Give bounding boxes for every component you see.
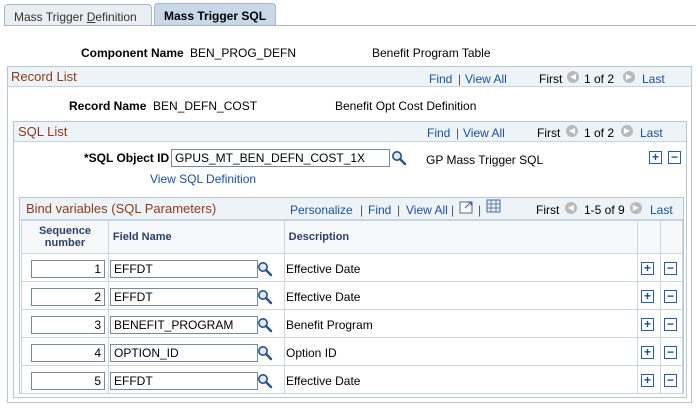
sequence-number-input[interactable]: 3 bbox=[31, 316, 105, 334]
sql-list-view-all-link[interactable]: View All bbox=[463, 126, 505, 140]
magnifier-icon[interactable] bbox=[257, 373, 273, 389]
delete-row-button[interactable]: − bbox=[664, 290, 677, 303]
right-arrow-icon[interactable]: ▶ bbox=[623, 71, 635, 83]
bind-grid-header bbox=[20, 198, 683, 220]
field-name-header: Field Name bbox=[107, 220, 285, 254]
add-row-button[interactable]: + bbox=[641, 374, 654, 387]
field-name-input[interactable]: EFFDT bbox=[110, 372, 258, 390]
bind-grid-find-link[interactable]: Find bbox=[368, 203, 392, 217]
sql-list-last-link[interactable]: Last bbox=[640, 126, 663, 140]
magnifier-icon[interactable] bbox=[257, 261, 273, 277]
right-arrow-icon[interactable]: ▶ bbox=[621, 125, 633, 137]
record-list-view-all-link[interactable]: View All bbox=[465, 72, 507, 86]
sequence-number-input[interactable]: 1 bbox=[31, 260, 105, 278]
field-name-input[interactable]: BENEFIT_PROGRAM bbox=[110, 316, 258, 334]
sql-list-first-label[interactable]: First bbox=[537, 126, 561, 140]
bind-grid-title: Bind variables (SQL Parameters) bbox=[26, 201, 217, 216]
delete-row-button[interactable]: − bbox=[664, 318, 677, 331]
description-cell: Benefit Program bbox=[286, 318, 373, 332]
tab-label: Mass Trigger Definition bbox=[14, 10, 137, 24]
field-name-input[interactable]: OPTION_ID bbox=[110, 344, 258, 362]
component-description: Benefit Program Table bbox=[372, 46, 491, 60]
sql-list-box bbox=[13, 121, 687, 398]
sequence-number-header: Sequence number bbox=[21, 220, 109, 254]
record-name-label: Record Name bbox=[69, 99, 147, 113]
add-row-button[interactable]: + bbox=[641, 318, 654, 331]
sql-object-id-label: *SQL Object ID bbox=[84, 151, 170, 165]
record-name-value: BEN_DEFN_COST bbox=[153, 99, 258, 113]
description-cell: Effective Date bbox=[286, 262, 361, 276]
table-header-row: Sequence number Field Name Description bbox=[21, 220, 683, 254]
record-list-header bbox=[8, 67, 691, 87]
separator: | bbox=[397, 203, 401, 217]
add-row-button[interactable]: + bbox=[641, 346, 654, 359]
description-header: Description bbox=[283, 220, 639, 254]
sequence-number-input[interactable]: 5 bbox=[31, 372, 105, 390]
field-name-input[interactable]: EFFDT bbox=[110, 288, 258, 306]
left-arrow-icon[interactable]: ◀ bbox=[566, 125, 578, 137]
sql-list-pager: 1 of 2 bbox=[584, 126, 615, 140]
delete-row-button[interactable]: − bbox=[664, 346, 677, 359]
record-description: Benefit Opt Cost Definition bbox=[335, 99, 477, 113]
separator: | bbox=[458, 72, 462, 86]
record-list-title: Record List bbox=[11, 69, 77, 84]
delete-row-button[interactable]: − bbox=[664, 262, 677, 275]
sequence-number-input[interactable]: 4 bbox=[31, 344, 105, 362]
bind-grid-first-label[interactable]: First bbox=[536, 203, 560, 217]
record-list-box bbox=[7, 66, 692, 403]
magnifier-icon[interactable] bbox=[257, 317, 273, 333]
header-blank bbox=[660, 220, 683, 254]
description-cell: Effective Date bbox=[286, 290, 361, 304]
sql-object-description: GP Mass Trigger SQL bbox=[426, 153, 544, 167]
tab-divider bbox=[4, 25, 696, 26]
header-line: Sequence bbox=[38, 225, 91, 237]
tab-label: Mass Trigger SQL bbox=[164, 9, 267, 23]
separator: | bbox=[360, 203, 364, 217]
separator: | bbox=[451, 203, 455, 217]
sql-object-id-input[interactable]: GPUS_MT_BEN_DEFN_COST_1X bbox=[171, 149, 390, 167]
left-arrow-icon[interactable]: ◀ bbox=[567, 71, 579, 83]
sql-list-find-link[interactable]: Find bbox=[427, 126, 451, 140]
right-arrow-icon[interactable]: ▶ bbox=[630, 202, 642, 214]
add-row-button[interactable]: + bbox=[641, 262, 654, 275]
component-name-label: Component Name bbox=[81, 46, 184, 60]
header-line: number bbox=[44, 237, 86, 249]
personalize-link[interactable]: Personalize bbox=[290, 203, 353, 217]
field-name-input[interactable]: EFFDT bbox=[110, 260, 258, 278]
bind-variables-grid-box bbox=[19, 197, 684, 394]
header-blank bbox=[637, 220, 662, 254]
tab-mass-trigger-sql[interactable]: Mass Trigger SQL bbox=[154, 3, 276, 26]
magnifier-icon[interactable] bbox=[391, 150, 407, 166]
sql-list-title: SQL List bbox=[18, 124, 68, 139]
bind-grid-last-link[interactable]: Last bbox=[650, 203, 673, 217]
separator: | bbox=[478, 203, 482, 217]
spreadsheet-icon[interactable] bbox=[486, 199, 501, 213]
bind-variables-table: Sequence number Field Name Description bbox=[21, 220, 683, 394]
record-list-last-link[interactable]: Last bbox=[642, 72, 665, 86]
description-cell: Option ID bbox=[286, 346, 337, 360]
bind-grid-view-all-link[interactable]: View All bbox=[406, 203, 448, 217]
separator: | bbox=[456, 126, 460, 140]
record-list-find-link[interactable]: Find bbox=[429, 72, 453, 86]
bind-grid-pager: 1-5 of 9 bbox=[584, 203, 625, 217]
magnifier-icon[interactable] bbox=[257, 345, 273, 361]
delete-row-button[interactable]: − bbox=[664, 374, 677, 387]
add-row-button[interactable]: + bbox=[649, 151, 662, 164]
sql-list-header bbox=[14, 122, 686, 142]
magnifier-icon[interactable] bbox=[257, 289, 273, 305]
view-sql-definition-link[interactable]: View SQL Definition bbox=[150, 172, 257, 186]
new-window-icon[interactable] bbox=[459, 200, 474, 214]
sequence-number-input[interactable]: 2 bbox=[31, 288, 105, 306]
record-list-first-label[interactable]: First bbox=[539, 72, 563, 86]
add-row-button[interactable]: + bbox=[641, 290, 654, 303]
left-arrow-icon[interactable]: ◀ bbox=[565, 202, 577, 214]
component-name-value: BEN_PROG_DEFN bbox=[190, 46, 297, 60]
delete-row-button[interactable]: − bbox=[668, 151, 681, 164]
record-list-pager: 1 of 2 bbox=[584, 72, 615, 86]
description-cell: Effective Date bbox=[286, 374, 361, 388]
tab-mass-trigger-definition[interactable]: Mass Trigger Definition bbox=[4, 4, 152, 26]
